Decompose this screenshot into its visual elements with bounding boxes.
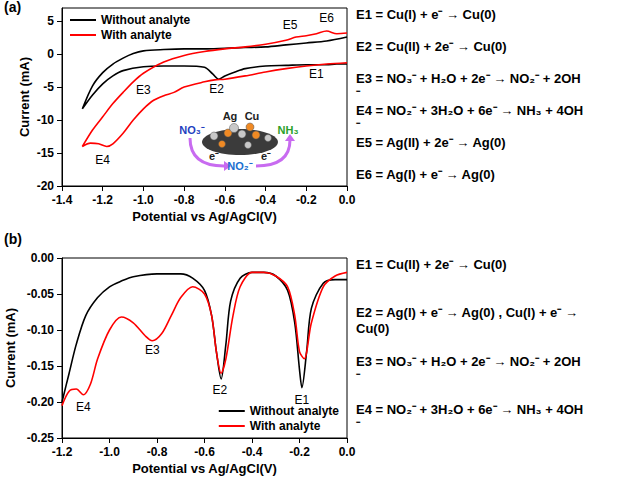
svg-text:-1.0: -1.0: [99, 445, 120, 459]
svg-text:E4: E4: [76, 400, 91, 414]
svg-text:E3 = NO₃⁻ + H₂O + 2e⁻ → NO₂⁻ +: E3 = NO₃⁻ + H₂O + 2e⁻ → NO₂⁻ + 2OH: [356, 71, 581, 86]
svg-text:-1.2: -1.2: [52, 445, 73, 459]
svg-text:-0.6: -0.6: [215, 193, 236, 207]
svg-text:0.0: 0.0: [339, 445, 356, 459]
svg-text:E5: E5: [283, 18, 298, 32]
svg-text:E2 = Cu(II) + 2e⁻ → Cu(0): E2 = Cu(II) + 2e⁻ → Cu(0): [356, 39, 507, 54]
svg-text:NO₂⁻: NO₂⁻: [227, 160, 252, 172]
svg-text:-5: -5: [43, 80, 54, 94]
svg-text:E1: E1: [295, 393, 310, 407]
svg-text:Current (mA): Current (mA): [17, 57, 32, 137]
svg-text:-0.4: -0.4: [242, 445, 263, 459]
svg-text:-0.4: -0.4: [255, 193, 276, 207]
svg-text:With analyte: With analyte: [101, 28, 172, 42]
svg-text:-0.15: -0.15: [27, 359, 55, 373]
svg-text:-0.25: -0.25: [27, 431, 55, 445]
svg-text:Current (mA): Current (mA): [3, 308, 18, 388]
svg-text:Ag: Ag: [223, 110, 238, 122]
svg-text:Without analyte: Without analyte: [101, 13, 191, 27]
svg-text:E2: E2: [209, 82, 224, 96]
svg-text:Potential vs Ag/AgCl(V): Potential vs Ag/AgCl(V): [132, 209, 277, 224]
svg-text:Potential vs Ag/AgCl(V): Potential vs Ag/AgCl(V): [132, 461, 277, 476]
svg-text:-1.4: -1.4: [52, 193, 73, 207]
svg-text:-0.20: -0.20: [27, 395, 55, 409]
svg-text:-20: -20: [37, 179, 55, 193]
svg-text:⁻: ⁻: [356, 87, 361, 102]
svg-text:NO₃⁻: NO₃⁻: [179, 124, 205, 136]
svg-text:E1: E1: [309, 67, 324, 81]
svg-text:NH₃: NH₃: [278, 124, 299, 136]
svg-text:E1 = Cu(I) + e⁻ → Cu(0): E1 = Cu(I) + e⁻ → Cu(0): [356, 7, 496, 22]
svg-text:⁻: ⁻: [356, 418, 361, 433]
svg-text:E3: E3: [145, 343, 160, 357]
svg-text:-1.0: -1.0: [133, 193, 154, 207]
svg-text:0.0: 0.0: [339, 193, 356, 207]
svg-text:-15: -15: [37, 146, 55, 160]
svg-text:e⁻: e⁻: [209, 150, 219, 162]
svg-text:-0.2: -0.2: [296, 193, 317, 207]
svg-text:-0.8: -0.8: [174, 193, 195, 207]
svg-text:-10: -10: [37, 113, 55, 127]
svg-text:E2 = Ag(I) + e⁻ → Ag(0) , Cu(I: E2 = Ag(I) + e⁻ → Ag(0) , Cu(I) + e⁻ →: [356, 305, 582, 320]
svg-text:⁻: ⁻: [356, 119, 361, 134]
svg-text:E3 = NO₃⁻ + H₂O + 2e⁻ → NO₂⁻ +: E3 = NO₃⁻ + H₂O + 2e⁻ → NO₂⁻ + 2OH: [356, 354, 581, 369]
svg-text:E6: E6: [319, 11, 334, 25]
svg-text:0.00: 0.00: [31, 251, 55, 265]
svg-text:E1 = Cu(II) + 2e⁻ → Cu(0): E1 = Cu(II) + 2e⁻ → Cu(0): [356, 257, 507, 272]
svg-text:E4: E4: [95, 153, 110, 167]
svg-text:-0.05: -0.05: [27, 287, 55, 301]
svg-text:E4 = NO₂⁻ + 3H₂O + 6e⁻ → NH₃ +: E4 = NO₂⁻ + 3H₂O + 6e⁻ → NH₃ + 4OH: [356, 103, 583, 118]
svg-text:E4 = NO₂⁻ + 3H₂O + 6e⁻ → NH₃ +: E4 = NO₂⁻ + 3H₂O + 6e⁻ → NH₃ + 4OH: [356, 402, 583, 417]
svg-text:5: 5: [47, 14, 54, 28]
svg-text:-0.10: -0.10: [27, 323, 55, 337]
svg-text:E5 = Ag(II) + 2e⁻ → Ag(0): E5 = Ag(II) + 2e⁻ → Ag(0): [356, 135, 506, 150]
svg-text:Cu(0): Cu(0): [356, 321, 389, 336]
svg-text:-0.6: -0.6: [194, 445, 215, 459]
svg-text:⁻: ⁻: [356, 370, 361, 385]
svg-text:With analyte: With analyte: [250, 419, 321, 433]
svg-text:Without analyte: Without analyte: [249, 404, 339, 418]
svg-text:(a): (a): [4, 0, 21, 15]
svg-text:(b): (b): [4, 231, 22, 247]
svg-text:-1.2: -1.2: [92, 193, 113, 207]
svg-text:Cu: Cu: [245, 110, 260, 122]
svg-text:E6 = Ag(I) + e⁻ → Ag(0): E6 = Ag(I) + e⁻ → Ag(0): [356, 167, 495, 182]
svg-text:E2: E2: [213, 383, 228, 397]
svg-text:e⁻: e⁻: [261, 150, 271, 162]
svg-text:0: 0: [47, 47, 54, 61]
svg-text:E3: E3: [136, 83, 151, 97]
svg-text:-0.8: -0.8: [147, 445, 168, 459]
svg-text:-0.2: -0.2: [289, 445, 310, 459]
